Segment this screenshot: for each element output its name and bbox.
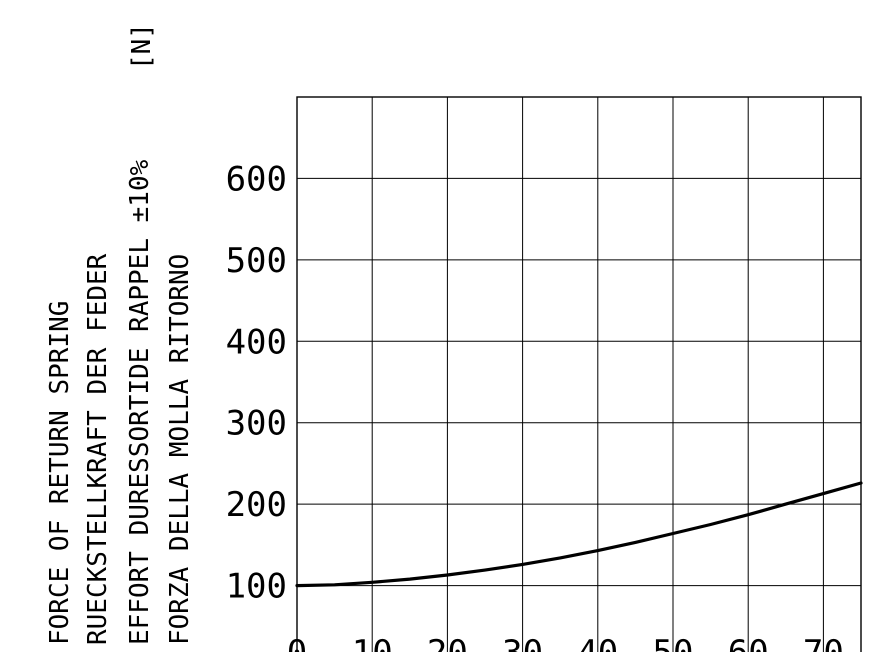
y-tick-labels: 100 200 300 400 500 600 <box>226 159 287 606</box>
y-axis-label: FORCE OF RETURN SPRING RUECKSTELLKRAFT DE… <box>45 159 195 645</box>
y-tick-label: 400 <box>226 322 287 362</box>
x-tick-label: 50 <box>653 633 694 652</box>
x-tick-label: 10 <box>352 633 393 652</box>
x-tick-label: 70 <box>803 633 844 652</box>
y-tick-label: 500 <box>226 241 287 281</box>
y-tick-label: 200 <box>226 485 287 525</box>
plot-frame <box>296 96 862 652</box>
y-axis-label-line: RUECKSTELLKRAFT DER FEDER <box>83 253 113 645</box>
y-tick-label: 600 <box>226 159 287 199</box>
y-tick-label: 300 <box>226 404 287 444</box>
y-axis-unit: [N] <box>127 23 157 70</box>
y-tick-label: 100 <box>226 567 287 607</box>
x-tick-label: 30 <box>502 633 543 652</box>
x-tick-label: 0 <box>287 633 307 652</box>
x-tick-label: 20 <box>427 633 468 652</box>
y-axis-label-line: FORZA DELLA MOLLA RITORNO <box>165 254 195 645</box>
x-tick-label: 60 <box>728 633 769 652</box>
grid <box>297 97 861 652</box>
x-tick-label: 40 <box>577 633 618 652</box>
y-axis-label-line: FORCE OF RETURN SPRING <box>45 301 75 645</box>
y-axis-label-line: EFFORT DURESSORTIDE RAPPEL ±10% <box>125 159 155 645</box>
series-line <box>295 481 863 588</box>
x-tick-labels: 0 10 20 30 40 50 60 70 <box>287 633 844 652</box>
